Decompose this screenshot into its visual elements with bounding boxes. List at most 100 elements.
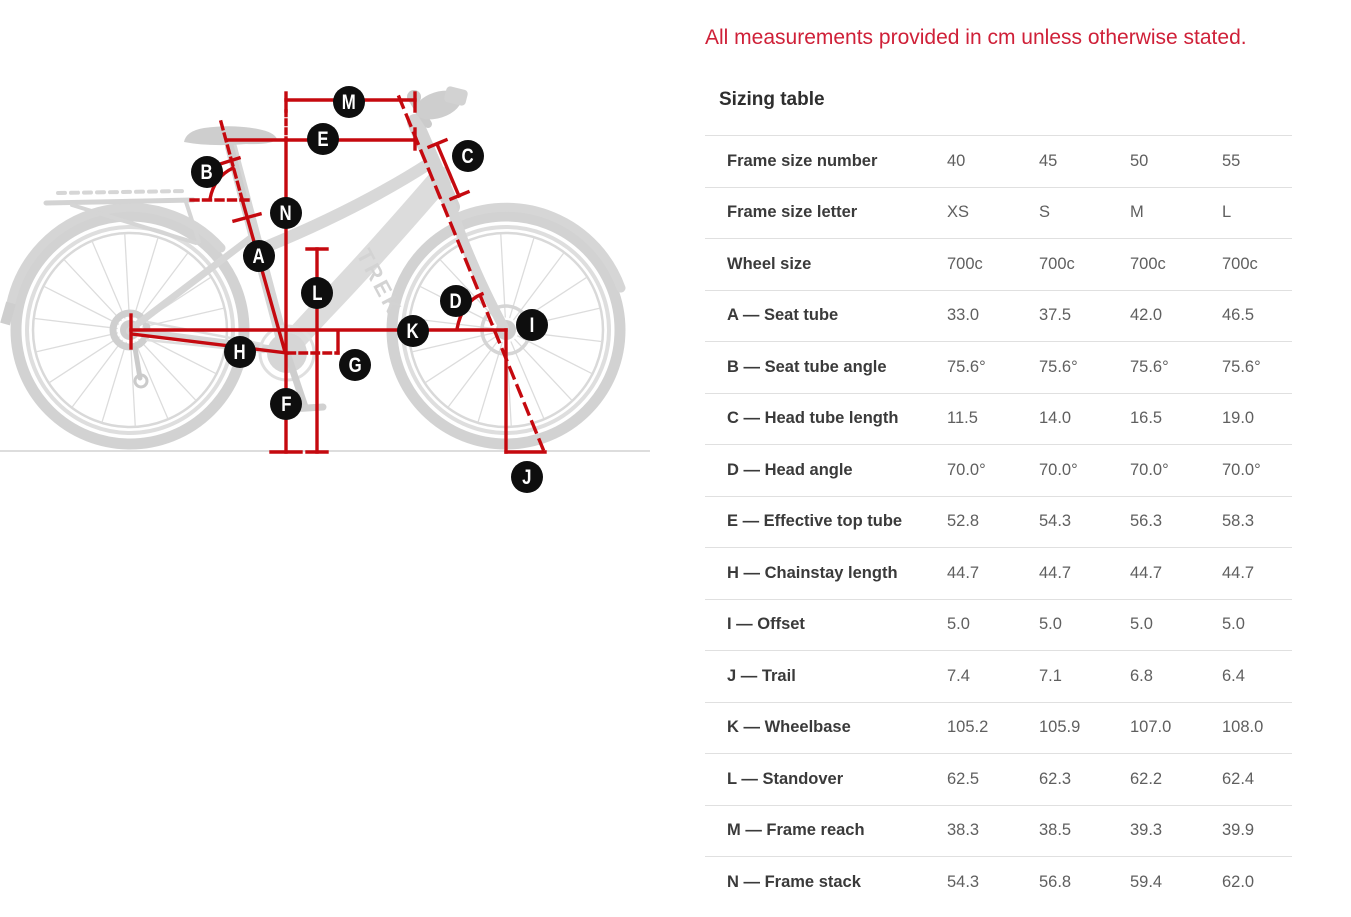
row-value: 62.0	[1222, 872, 1255, 891]
table-row: A — Seat tube 33.0 37.5 42.0 46.5	[705, 290, 1292, 342]
row-label: Frame size number	[727, 151, 878, 170]
row-label: Frame size letter	[727, 203, 858, 222]
table-row: L — Standover 62.5 62.3 62.2 62.4	[705, 753, 1292, 806]
row-label: D — Head angle	[727, 460, 853, 479]
row-value: 14.0	[1039, 409, 1072, 428]
row-label: H — Chainstay length	[727, 563, 898, 582]
row-value: 62.3	[1039, 769, 1072, 788]
row-label: C — Head tube length	[727, 409, 899, 428]
row-value: 700c	[947, 254, 983, 273]
row-value: 44.7	[1130, 563, 1163, 582]
row-value: 700c	[1222, 254, 1258, 273]
sizing-table-body: Frame size number 40 45 50 55 Frame size lett…	[705, 135, 1292, 908]
table-row: Frame size letter XS S M L	[705, 187, 1292, 239]
measure-line-H	[130, 332, 289, 355]
row-value: 75.6°	[947, 357, 986, 376]
row-value: 19.0	[1222, 409, 1255, 428]
saddle	[184, 126, 277, 146]
row-value: 700c	[1039, 254, 1075, 273]
row-value: 39.9	[1222, 821, 1255, 840]
row-value: 42.0	[1130, 306, 1163, 325]
diagram-marker-L: L	[301, 277, 333, 309]
row-value: 38.5	[1039, 821, 1072, 840]
diagram-marker-I: I	[516, 309, 548, 341]
row-value: L	[1222, 203, 1232, 222]
row-value: 62.5	[947, 769, 980, 788]
row-value: 75.6°	[1222, 357, 1261, 376]
row-value: 56.3	[1130, 512, 1163, 531]
row-value: 70.0°	[947, 460, 986, 479]
row-value: 38.3	[947, 821, 980, 840]
row-value: 11.5	[947, 409, 978, 428]
row-value: 16.5	[1130, 409, 1163, 428]
diagram-marker-M: M	[333, 86, 365, 118]
row-value: XS	[947, 203, 970, 222]
row-label: Wheel size	[727, 254, 812, 273]
diagram-marker-G: G	[339, 349, 371, 381]
row-value: 44.7	[947, 563, 980, 582]
measure-line-A	[239, 196, 288, 355]
row-value: 107.0	[1130, 718, 1172, 737]
row-value: S	[1039, 203, 1051, 222]
row-label: M — Frame reach	[727, 821, 865, 840]
diagram-marker-K: K	[397, 315, 429, 347]
table-row: J — Trail 7.4 7.1 6.8 6.4	[705, 650, 1292, 703]
row-value: 58.3	[1222, 512, 1255, 531]
row-label: L — Standover	[727, 769, 844, 788]
diagram-marker-A: A	[243, 240, 275, 272]
row-value: 5.0	[947, 615, 970, 634]
row-value: M	[1130, 203, 1144, 222]
row-value: 5.0	[1222, 615, 1245, 634]
geometry-diagram: TREK	[0, 0, 680, 520]
row-label: B — Seat tube angle	[727, 357, 887, 376]
row-value: 108.0	[1222, 718, 1264, 737]
row-value: 44.7	[1222, 563, 1255, 582]
diagram-marker-E: E	[307, 123, 339, 155]
steering-axis-line	[396, 94, 546, 452]
row-value: 55	[1222, 151, 1241, 170]
table-row: B — Seat tube angle 75.6° 75.6° 75.6° 75.6°	[705, 341, 1292, 394]
row-value: 44.7	[1039, 563, 1072, 582]
diagram-marker-F: F	[270, 388, 302, 420]
row-value: 62.2	[1130, 769, 1163, 788]
row-value: 54.3	[947, 872, 980, 891]
diagram-marker-B: B	[191, 156, 223, 188]
row-label: N — Frame stack	[727, 872, 861, 891]
row-value: 45	[1039, 151, 1058, 170]
measurements-note: All measurements provided in cm unless o…	[705, 26, 1247, 49]
table-row: M — Frame reach 38.3 38.5 39.3 39.9	[705, 805, 1292, 857]
row-value: 59.4	[1130, 872, 1163, 891]
row-value: 5.0	[1039, 615, 1062, 634]
row-value: 33.0	[947, 306, 980, 325]
diagram-marker-J: J	[511, 461, 543, 493]
table-row: Wheel size 700c 700c 700c 700c	[705, 238, 1292, 291]
row-value: 105.9	[1039, 718, 1081, 737]
table-row: E — Effective top tube 52.8 54.3 56.3 58.3	[705, 496, 1292, 548]
row-value: 39.3	[1130, 821, 1163, 840]
sizing-table: Frame size number 40 45 50 55 Frame size lett…	[705, 135, 1292, 908]
row-value: 70.0°	[1130, 460, 1169, 479]
row-value: 700c	[1130, 254, 1166, 273]
row-value: 62.4	[1222, 769, 1255, 788]
row-value: 40	[947, 151, 966, 170]
row-value: 5.0	[1130, 615, 1153, 634]
table-row: K — Wheelbase 105.2 105.9 107.0 108.0	[705, 702, 1292, 754]
diagram-marker-C: C	[452, 140, 484, 172]
row-label: K — Wheelbase	[727, 718, 851, 737]
table-row: I — Offset 5.0 5.0 5.0 5.0	[705, 599, 1292, 651]
diagram-marker-D: D	[440, 285, 472, 317]
sizing-table-title: Sizing table	[719, 89, 825, 110]
bike-diagram-canvas: TREK	[0, 86, 650, 454]
row-label: I — Offset	[727, 615, 805, 634]
row-value: 75.6°	[1039, 357, 1078, 376]
row-value: 70.0°	[1039, 460, 1078, 479]
row-value: 6.8	[1130, 666, 1153, 685]
row-value: 6.4	[1222, 666, 1245, 685]
row-label: E — Effective top tube	[727, 512, 903, 531]
row-value: 37.5	[1039, 306, 1072, 325]
row-value: 56.8	[1039, 872, 1072, 891]
diagram-marker-N: N	[270, 197, 302, 229]
row-label: A — Seat tube	[727, 306, 839, 325]
row-value: 105.2	[947, 718, 989, 737]
